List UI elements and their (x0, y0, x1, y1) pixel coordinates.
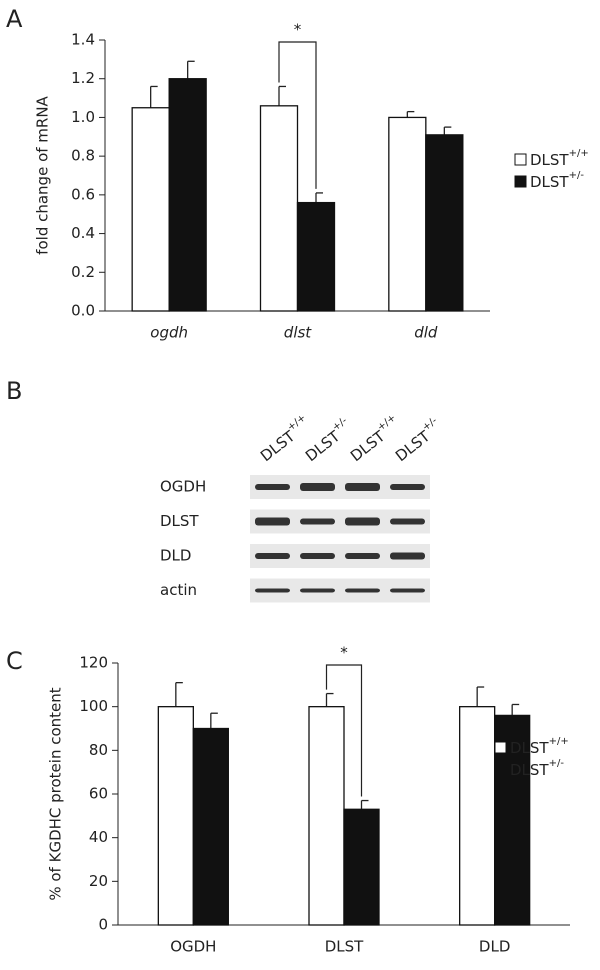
label-name: DLST (530, 151, 569, 169)
blot-band (300, 483, 335, 491)
blot-band (390, 484, 425, 490)
blot-band (255, 484, 290, 490)
y-tick-label: 0.6 (71, 185, 95, 203)
blot-band (345, 588, 380, 593)
x-tick-label: DLST (325, 938, 364, 956)
label-superscript: +/- (569, 170, 585, 181)
significance-bracket (325, 664, 363, 797)
legend-entry: DLST+/- (530, 170, 584, 191)
blot-band (255, 588, 290, 593)
label-superscript: +/+ (376, 412, 399, 433)
label-name: DLST (510, 739, 549, 757)
bar (157, 706, 194, 926)
label-superscript: +/+ (549, 736, 569, 747)
blot-row-label: OGDH (160, 478, 206, 496)
label: DLST+/- (300, 415, 355, 465)
legend-entry: DLST+/+ (510, 736, 569, 757)
panel-label: A (6, 5, 23, 33)
bar (494, 714, 531, 926)
y-tick-label: 0.0 (71, 302, 95, 320)
y-tick-label: 0.4 (71, 224, 95, 242)
y-tick-label: 1.0 (71, 108, 95, 126)
bar (308, 706, 345, 926)
legend-entry: DLST+/+ (530, 148, 589, 169)
blot-band (390, 588, 425, 593)
y-tick-label: 80 (89, 741, 108, 759)
y-tick-label: 1.4 (71, 31, 95, 49)
blot-row-label: actin (160, 581, 197, 599)
significance-bracket (278, 41, 317, 189)
legend-entry: DLST+/- (510, 758, 564, 779)
blot-band (300, 518, 335, 525)
legend-swatch (494, 763, 507, 776)
y-tick-label: 100 (79, 697, 108, 715)
label-superscript: +/+ (569, 148, 589, 159)
y-axis-label: % of KGDHC protein content (47, 687, 65, 900)
bar (343, 808, 380, 926)
bar (459, 706, 496, 926)
blot-band (255, 553, 290, 559)
blot-band (300, 553, 335, 559)
y-axis-label: fold change of mRNA (34, 95, 52, 254)
y-tick-label: 40 (89, 828, 108, 846)
bar (192, 727, 229, 926)
blot-band (345, 517, 380, 526)
bar (168, 78, 207, 312)
x-tick-label: DLD (479, 938, 510, 956)
legend-swatch (494, 741, 507, 754)
x-tick-label: dld (414, 324, 438, 342)
blot-band (345, 553, 380, 559)
panel-label: C (6, 647, 23, 675)
x-tick-label: ogdh (150, 324, 188, 342)
label-name: DLST (530, 173, 569, 191)
label: DLST+/+ (345, 412, 404, 464)
y-tick-label: 20 (89, 872, 108, 890)
legend-swatch (514, 175, 527, 188)
bar (259, 105, 299, 312)
label-superscript: +/+ (286, 412, 309, 433)
blot-row-label: DLD (160, 547, 191, 565)
y-tick-label: 0.8 (71, 147, 95, 165)
blot-band (390, 552, 425, 560)
bar (131, 107, 170, 312)
y-tick-label: 1.2 (71, 69, 95, 87)
label-superscript: +/- (549, 758, 565, 769)
annotation: * (294, 21, 302, 39)
label: DLST+/- (390, 415, 445, 465)
blot-row-label: DLST (160, 512, 199, 530)
blot-band (390, 518, 425, 525)
y-tick-label: 120 (79, 654, 108, 672)
bar (296, 201, 336, 312)
bar (388, 116, 427, 312)
blot-band (255, 517, 290, 526)
annotation: * (340, 644, 348, 662)
bar (425, 134, 464, 312)
panel-label: B (6, 377, 22, 405)
blot-band (345, 483, 380, 491)
y-tick-label: 60 (89, 785, 108, 803)
label: DLST+/+ (255, 412, 314, 464)
x-tick-label: dlst (284, 324, 313, 342)
blot-band (300, 588, 335, 593)
x-tick-label: OGDH (170, 938, 216, 956)
y-tick-label: 0 (98, 916, 108, 934)
label-name: DLST (510, 761, 549, 779)
y-tick-label: 0.2 (71, 263, 95, 281)
legend-swatch (514, 153, 527, 166)
